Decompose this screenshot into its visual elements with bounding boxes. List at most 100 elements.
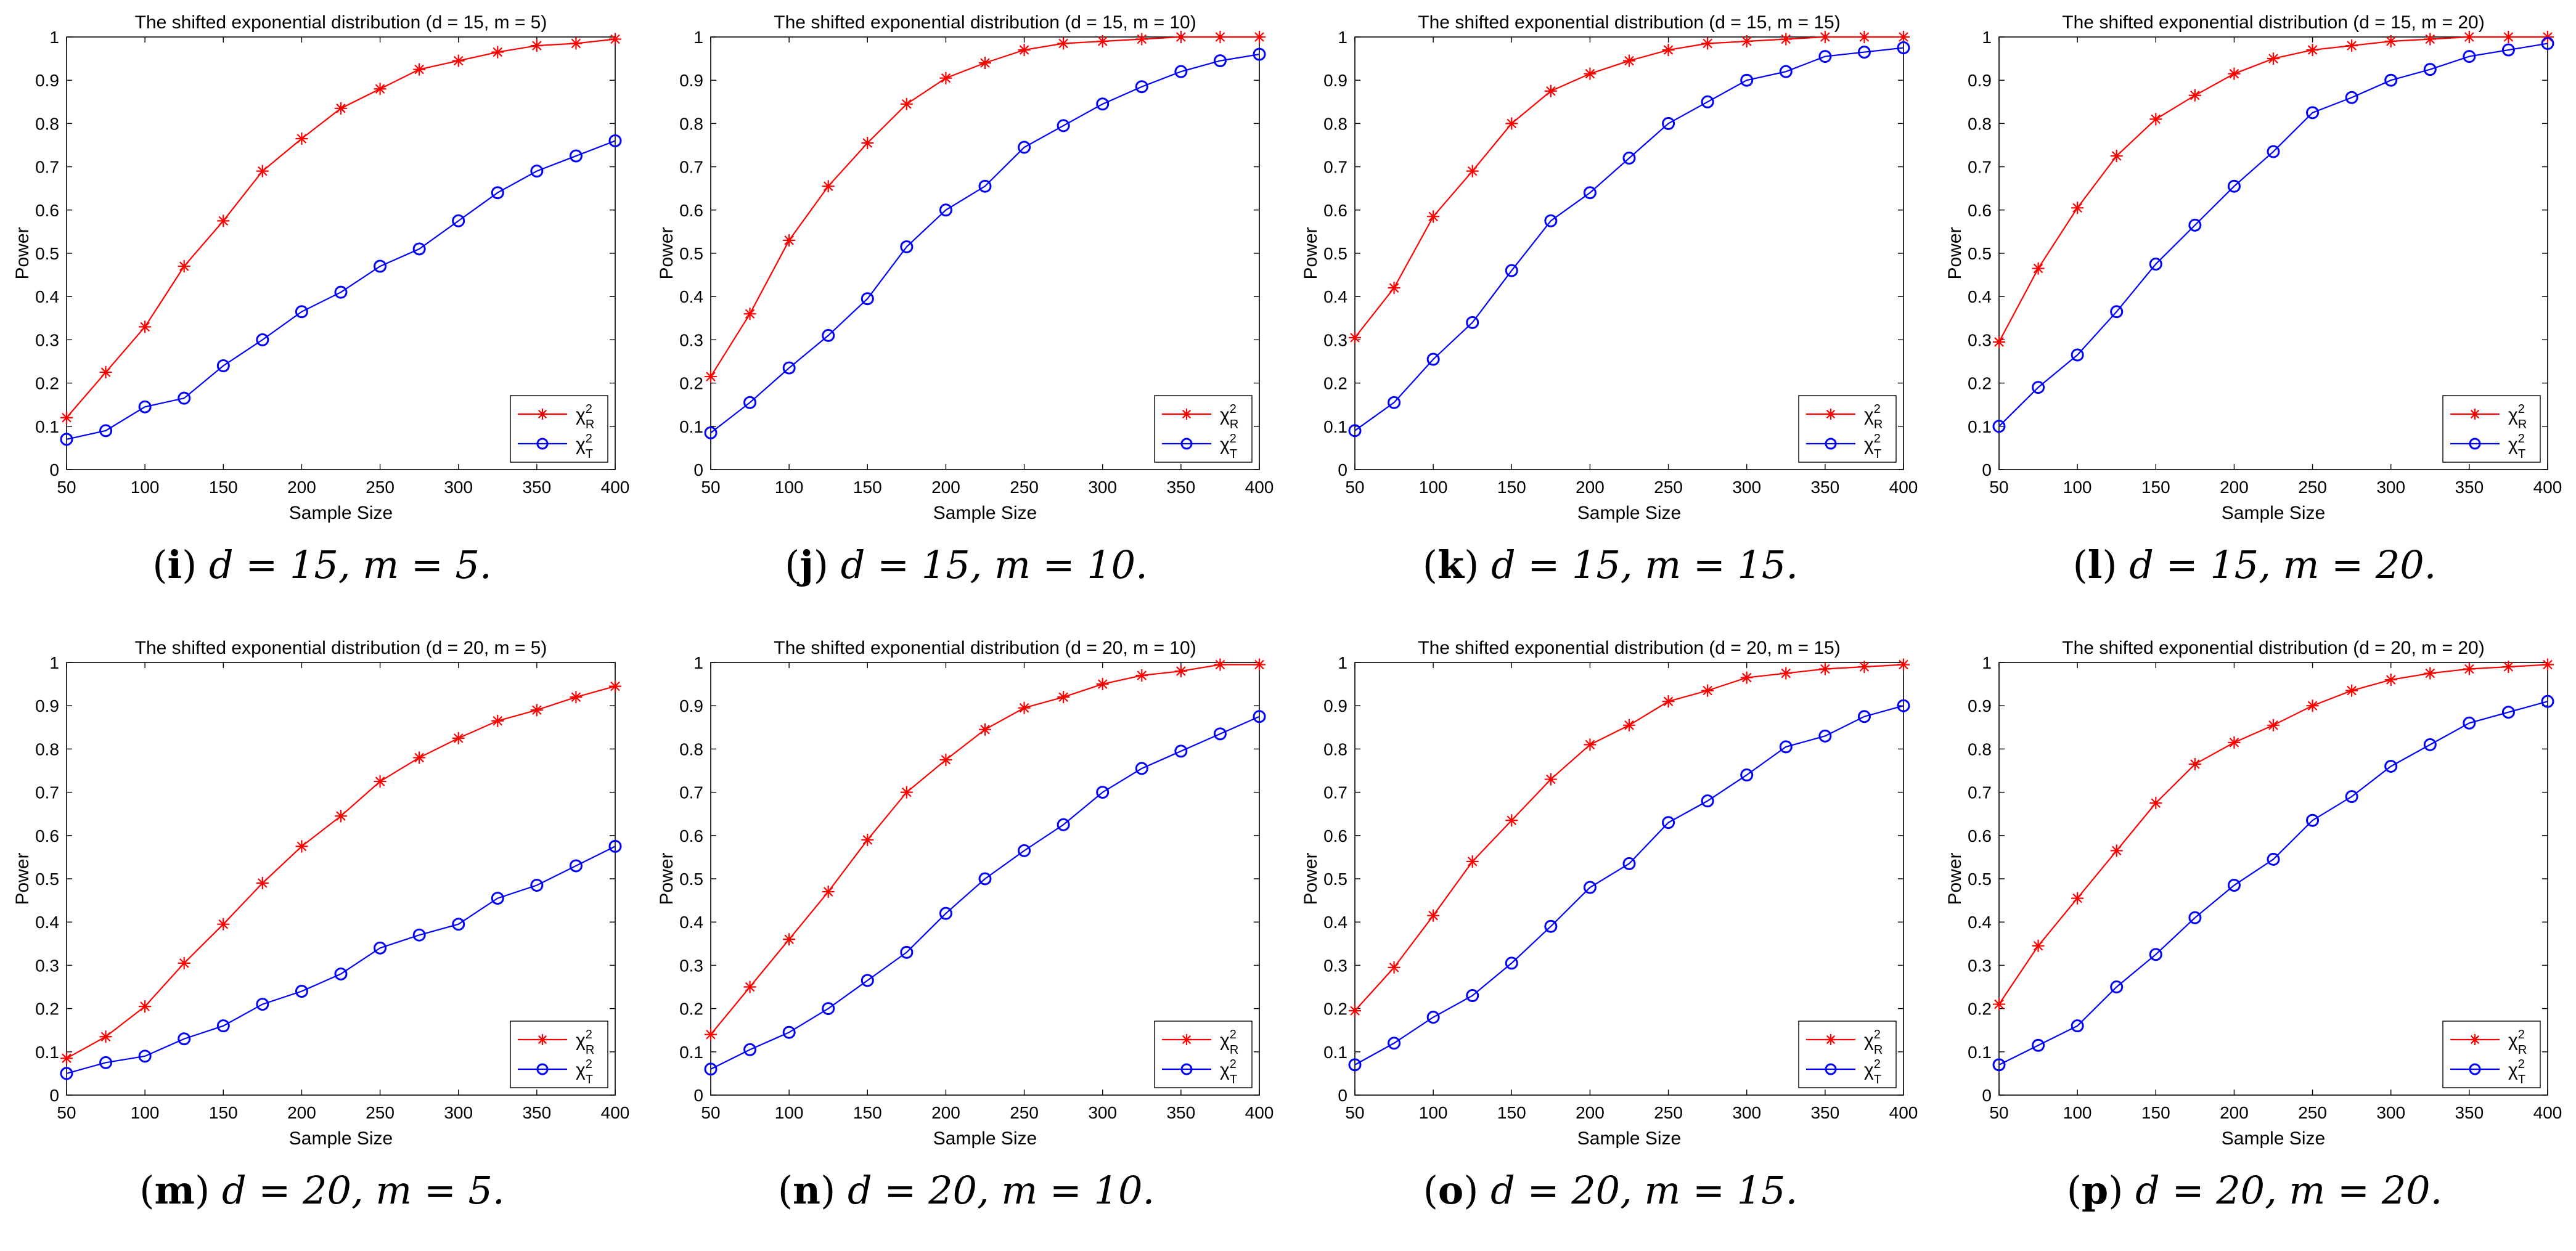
data-point-r [609, 680, 621, 693]
data-point-t [2541, 37, 2554, 51]
data-point-r [1018, 701, 1031, 714]
y-tick-label: 0.9 [679, 696, 703, 715]
x-tick-label: 200 [287, 478, 316, 497]
caption-open-paren: ( [139, 1168, 155, 1213]
data-point-t [2345, 790, 2358, 804]
caption-close-paren: ) [1463, 1168, 1491, 1213]
x-tick-label: 150 [1497, 478, 1526, 497]
y-tick-label: 0.5 [35, 244, 59, 263]
y-tick-label: 0.2 [35, 1000, 59, 1019]
x-tick-label: 350 [1810, 478, 1839, 497]
data-point-t [1174, 744, 1188, 758]
data-point-t [334, 967, 348, 980]
data-point-r [1780, 667, 1793, 680]
legend-label-r: χ2 R [576, 1028, 594, 1057]
legend-subscript: R [1874, 418, 1883, 431]
data-point-t [334, 285, 348, 299]
data-point-r [1740, 35, 1753, 48]
legend-box [1798, 395, 1897, 463]
y-tick-label: 0.4 [1968, 287, 1992, 306]
data-point-r-shape [1253, 658, 1266, 671]
chart-panel-o: The shifted exponential distribution (d … [1288, 626, 1932, 1251]
data-point-r-shape [1544, 84, 1557, 97]
chart-title: The shifted exponential distribution (d … [774, 12, 1196, 33]
series-line-r [1998, 36, 2548, 343]
data-point-t [2149, 258, 2162, 271]
chart-title: The shifted exponential distribution (d … [135, 12, 547, 33]
y-tick-label: 0 [1338, 1086, 1347, 1105]
data-point-r [2424, 33, 2437, 46]
legend-marker-r-shape [537, 1034, 548, 1045]
series-line-t [66, 846, 616, 1074]
data-point-t [530, 879, 544, 892]
legend-subscript: R [1230, 1043, 1238, 1057]
y-axis-label: Power [12, 227, 33, 279]
x-tick-label: 300 [1732, 478, 1761, 497]
y-tick-label: 0.8 [679, 740, 703, 759]
data-point-r-shape [2424, 33, 2437, 46]
legend-label-t: χ2 T [1220, 432, 1237, 461]
data-point-r [1253, 658, 1266, 671]
data-point-t [1466, 316, 1479, 329]
y-tick-label: 1 [693, 653, 703, 672]
data-point-r-shape [2071, 202, 2084, 214]
legend-symbol: χ [1864, 405, 1874, 425]
x-axis-label: Sample Size [933, 503, 1037, 523]
data-point-r-shape [1427, 210, 1440, 223]
data-point-r-shape [705, 370, 717, 383]
legend-symbol: χ [576, 434, 586, 455]
data-point-r-shape [1466, 855, 1479, 868]
x-tick-label: 300 [1088, 1103, 1117, 1122]
data-point-t [939, 907, 952, 920]
y-tick-label: 0.4 [35, 913, 59, 932]
legend-symbol: χ [2508, 405, 2518, 425]
y-tick-label: 0.7 [35, 158, 59, 177]
data-point-t [1857, 46, 1871, 59]
x-tick-label: 350 [1166, 1103, 1195, 1122]
x-tick-label: 400 [2533, 478, 2562, 497]
data-point-r [1096, 35, 1109, 48]
data-point-t [2306, 106, 2320, 120]
data-point-r-shape [1057, 691, 1070, 704]
data-point-r [609, 33, 621, 46]
subfigure-caption: (n) d = 20, m = 10. [644, 1168, 1288, 1213]
y-tick-label: 0.1 [35, 417, 59, 436]
data-point-t [2423, 63, 2437, 76]
series-r [60, 680, 621, 1065]
y-tick-label: 0.3 [679, 330, 703, 349]
data-point-r-shape [139, 320, 152, 333]
data-point-t [1466, 989, 1479, 1003]
caption-open-paren: ( [1423, 1168, 1438, 1213]
x-tick-label: 50 [1345, 478, 1364, 497]
data-point-t [1096, 786, 1110, 799]
data-point-r-shape [2071, 892, 2084, 905]
y-tick-label: 0.7 [35, 783, 59, 802]
data-point-t [1622, 152, 1636, 165]
data-point-r [178, 260, 190, 273]
data-point-r [2306, 44, 2319, 57]
data-point-t [138, 400, 152, 414]
y-tick-label: 0.9 [679, 71, 703, 90]
x-tick-label: 350 [522, 478, 551, 497]
x-tick-label: 150 [1497, 1103, 1526, 1122]
data-point-r [1466, 165, 1479, 177]
data-point-r-shape [1018, 701, 1031, 714]
caption-open-paren: ( [777, 1168, 793, 1213]
y-tick-label: 1 [693, 28, 703, 47]
caption-close-paren: ) [2102, 542, 2130, 587]
legend-label-r: χ2 R [2508, 402, 2527, 431]
y-axis-label: Power [656, 852, 677, 905]
x-tick-label: 50 [1989, 1103, 2008, 1122]
data-point-r [374, 775, 386, 788]
x-tick-label: 400 [1889, 478, 1918, 497]
data-point-r [2541, 31, 2554, 43]
data-point-r-shape [413, 751, 426, 764]
y-tick-label: 0.8 [679, 114, 703, 133]
chart-panel-k: The shifted exponential distribution (d … [1288, 0, 1932, 626]
y-axis-label: Power [12, 852, 33, 905]
x-tick-label: 100 [131, 478, 160, 497]
x-tick-label: 400 [1245, 1103, 1274, 1122]
data-point-r-shape [1544, 773, 1557, 786]
y-tick-label: 0.6 [1323, 826, 1347, 846]
